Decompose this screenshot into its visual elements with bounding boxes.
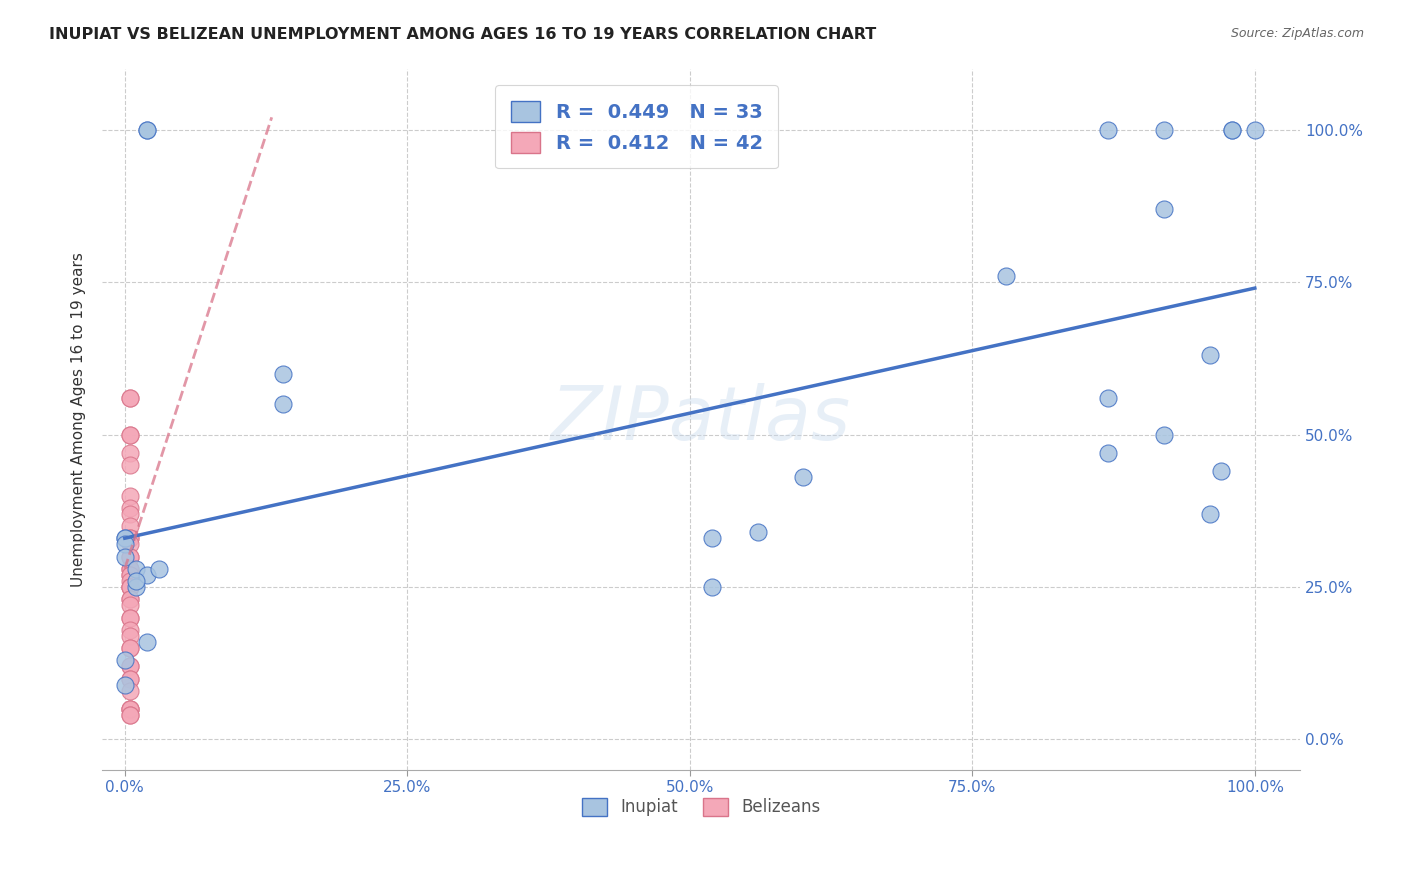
Point [120,672,142,686]
Point [120,580,142,594]
Point [120,531,142,545]
Point [120,567,142,582]
Point [120,531,142,545]
Point [120,489,142,503]
Point [114,537,136,551]
Point [114,531,136,545]
Point [125,574,148,588]
Point [136,122,159,136]
Point [1243,122,1265,136]
Point [148,562,170,576]
Point [1198,348,1220,362]
Point [120,592,142,607]
Point [995,268,1018,283]
Point [1153,202,1175,216]
Point [120,500,142,515]
Point [120,562,142,576]
Point [1097,122,1119,136]
Point [120,562,142,576]
Point [120,683,142,698]
Point [120,708,142,723]
Point [114,549,136,564]
Point [120,580,142,594]
Point [747,525,769,540]
Point [120,623,142,637]
Point [120,702,142,716]
Point [120,549,142,564]
Point [120,391,142,405]
Point [120,702,142,716]
Point [120,427,142,442]
Point [120,659,142,673]
Point [1097,391,1119,405]
Point [120,640,142,655]
Point [136,567,159,582]
Point [120,549,142,564]
Point [120,640,142,655]
Point [120,708,142,723]
Point [120,567,142,582]
Point [120,599,142,613]
Point [120,519,142,533]
Y-axis label: Unemployment Among Ages 16 to 19 years: Unemployment Among Ages 16 to 19 years [72,252,86,587]
Point [114,653,136,667]
Point [1209,464,1232,478]
Point [1153,427,1175,442]
Point [1097,446,1119,460]
Point [136,635,159,649]
Point [120,580,142,594]
Point [271,367,294,381]
Point [1220,122,1243,136]
Text: Source: ZipAtlas.com: Source: ZipAtlas.com [1230,27,1364,40]
Text: ZIPatlas: ZIPatlas [551,384,851,455]
Point [120,672,142,686]
Point [1198,507,1220,521]
Point [120,610,142,624]
Point [120,537,142,551]
Point [120,610,142,624]
Point [1153,122,1175,136]
Point [125,580,148,594]
Point [120,574,142,588]
Point [114,531,136,545]
Point [136,122,159,136]
Point [120,659,142,673]
Point [702,580,724,594]
Text: INUPIAT VS BELIZEAN UNEMPLOYMENT AMONG AGES 16 TO 19 YEARS CORRELATION CHART: INUPIAT VS BELIZEAN UNEMPLOYMENT AMONG A… [49,27,876,42]
Point [120,427,142,442]
Point [120,702,142,716]
Point [114,677,136,691]
Point [120,592,142,607]
Point [120,391,142,405]
Point [1220,122,1243,136]
Point [702,531,724,545]
Point [125,562,148,576]
Point [120,446,142,460]
Point [120,629,142,643]
Point [271,397,294,411]
Point [792,470,814,484]
Point [120,507,142,521]
Legend: Inupiat, Belizeans: Inupiat, Belizeans [574,789,828,825]
Point [120,458,142,472]
